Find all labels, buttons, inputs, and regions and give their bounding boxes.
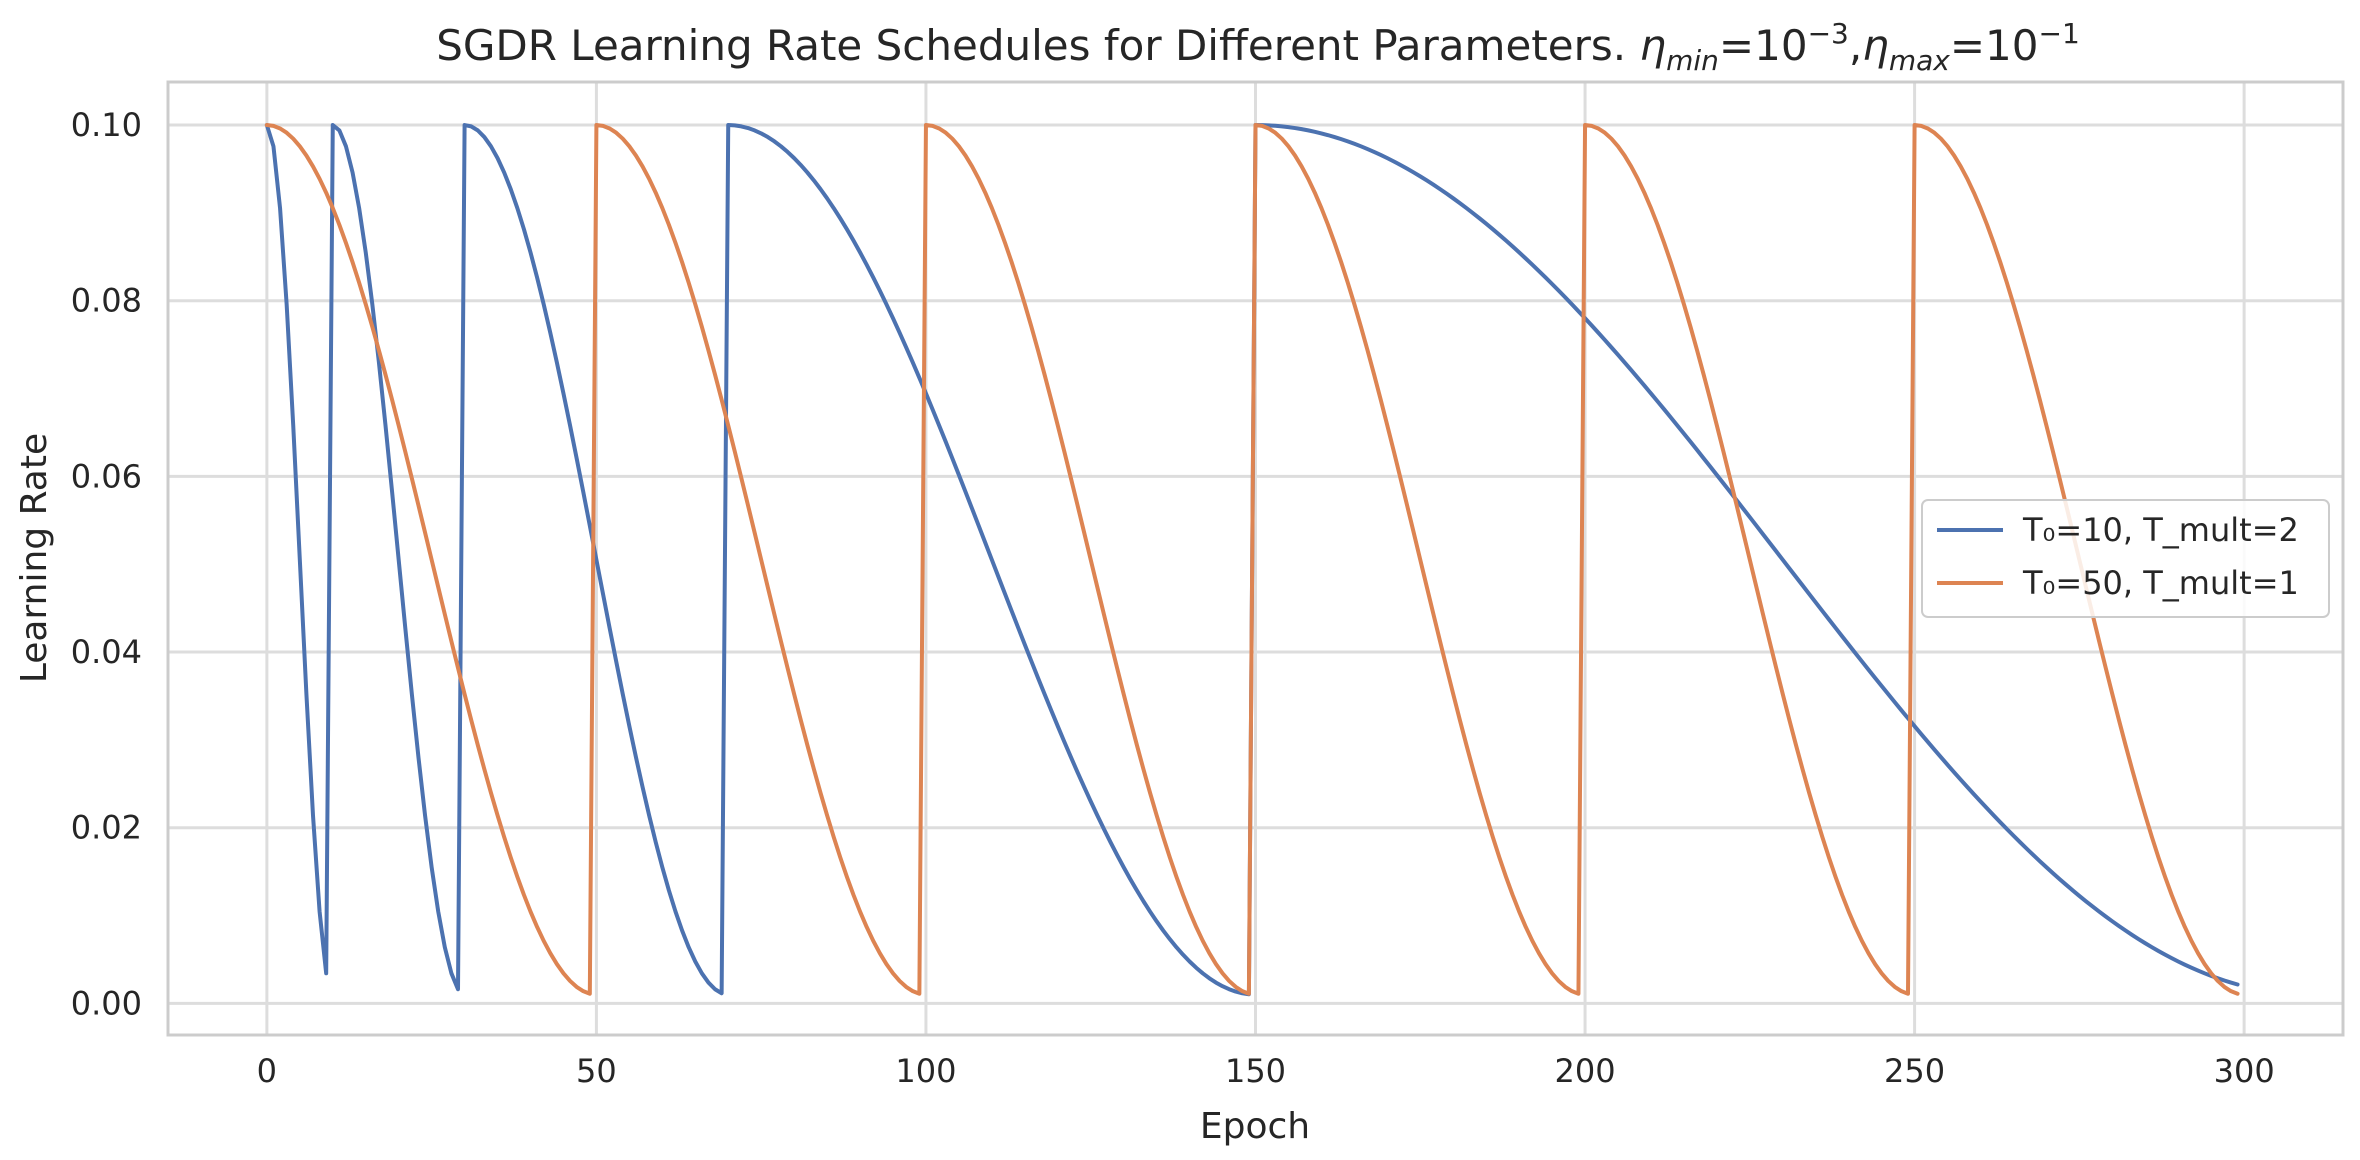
title-prefix: SGDR Learning Rate Schedules for Differe…: [436, 21, 1626, 70]
title-max-exp: −1: [2039, 17, 2080, 50]
x-tick-label: 100: [895, 1052, 956, 1090]
chart-title: SGDR Learning Rate Schedules for Differe…: [436, 17, 2080, 77]
y-tick-label: 0.06: [71, 457, 142, 495]
legend-label-series-1: T₀=10, T_mult=2: [2022, 511, 2299, 549]
plot-frame: [166, 80, 2345, 1037]
title-max-sub: max: [1889, 44, 1950, 77]
x-tick-label: 300: [2214, 1052, 2275, 1090]
title-eta-max: η: [1862, 21, 1889, 70]
y-tick-label: 0.00: [71, 984, 142, 1022]
y-tick-label: 0.08: [71, 282, 142, 320]
title-min-sub: min: [1666, 44, 1719, 77]
y-axis-label: Learning Rate: [14, 433, 55, 683]
title-min-exp: −3: [1808, 17, 1849, 50]
title-eq-1: =: [1719, 21, 1754, 70]
title-ten-1: 10: [1754, 21, 1807, 70]
x-axis-label: Epoch: [1200, 1106, 1310, 1147]
y-tick-label: 0.10: [71, 106, 142, 144]
x-tick-label: 0: [257, 1052, 277, 1090]
legend-label-series-2: T₀=50, T_mult=1: [2022, 564, 2299, 602]
x-tick-label: 200: [1555, 1052, 1616, 1090]
legend-box: [1921, 499, 2330, 618]
title-eq-2: =: [1950, 21, 1985, 70]
series-lines: [264, 123, 2240, 997]
x-tick-label: 50: [576, 1052, 617, 1090]
x-tick-label: 250: [1884, 1052, 1945, 1090]
title-comma: ,: [1849, 21, 1862, 70]
series-line-2: [264, 123, 2240, 996]
tick-labels: 0 50 100 150 200 250 300 0.00 0.02 0.04 0.06 0.08 0.…: [71, 106, 2275, 1090]
title-eta-min: η: [1639, 21, 1666, 70]
y-tick-label: 0.04: [71, 633, 142, 671]
title-ten-2: 10: [1985, 21, 2038, 70]
x-tick-label: 150: [1225, 1052, 1286, 1090]
y-tick-label: 0.02: [71, 809, 142, 847]
legend: T₀=10, T_mult=2 T₀=50, T_mult=1: [1921, 499, 2330, 618]
